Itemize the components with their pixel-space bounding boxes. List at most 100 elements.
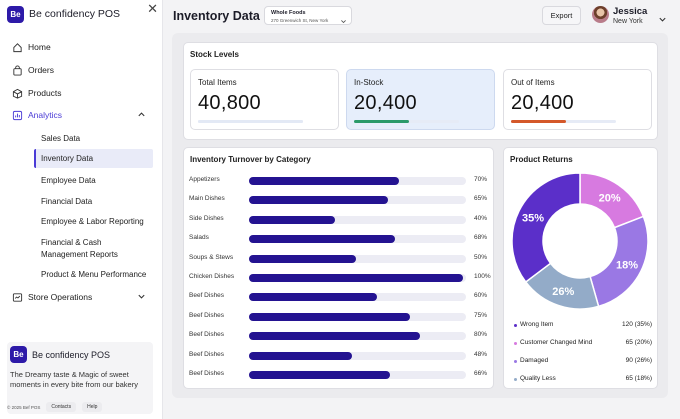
turnover-bar[interactable] — [249, 215, 335, 224]
turnover-bar-pct: 40% — [474, 214, 488, 222]
user-name: Jessica — [613, 6, 648, 17]
legend-item: Damaged 90 (26%) — [514, 357, 652, 367]
turnover-bar[interactable] — [249, 371, 391, 379]
sidebar-item-analytics[interactable]: Analytics — [12, 107, 152, 123]
promo-card: Be Be confidency POS The Dreamy taste & … — [7, 342, 153, 414]
stat-progress-fill — [198, 120, 303, 123]
donut-slice-label: 18% — [616, 259, 638, 271]
turnover-row-label: Side Dishes — [189, 214, 224, 222]
analytics-icon — [12, 110, 23, 121]
promo-text: The Dreamy taste & Magic of sweet moment… — [10, 370, 156, 390]
avatar[interactable] — [592, 6, 609, 23]
turnover-bar-track — [249, 254, 466, 263]
sidebar-subitem-inventory-data[interactable]: Inventory Data — [34, 149, 153, 168]
sidebar-subitem-financial-data[interactable]: Financial Data — [41, 196, 93, 206]
store-select[interactable]: Whole Foods 270 Greenwich St, New York — [264, 6, 352, 25]
turnover-bar-track — [249, 312, 466, 321]
promo-line-2: moments in every bite from our bakery — [10, 380, 138, 389]
contacts-link[interactable]: Contacts — [46, 402, 77, 412]
box-icon — [12, 88, 23, 99]
turnover-bar[interactable] — [249, 254, 356, 263]
sidebar-item-store-operations[interactable]: Store Operations — [12, 289, 152, 305]
turnover-bar-track — [249, 177, 466, 185]
legend-value: 65 (18%) — [625, 375, 652, 382]
turnover-bar-track — [249, 215, 466, 224]
store-name: Whole Foods — [271, 10, 306, 16]
legend-value: 90 (26%) — [625, 357, 652, 364]
donut-slice-label: 20% — [599, 193, 621, 205]
legend-name: Damaged — [520, 357, 549, 364]
turnover-bar[interactable] — [249, 293, 378, 302]
close-sidebar-icon[interactable]: ✕ — [147, 1, 158, 16]
product-returns-title: Product Returns — [510, 155, 573, 164]
sidebar-item-home[interactable]: Home — [12, 39, 152, 55]
chevron-down-icon — [340, 12, 347, 30]
export-button[interactable]: Export — [542, 6, 581, 25]
turnover-bar-pct: 66% — [474, 370, 488, 377]
page-title: Inventory Data — [173, 9, 260, 23]
turnover-bar[interactable] — [249, 177, 399, 185]
chevron-down-icon[interactable] — [137, 292, 146, 303]
sidebar-item-orders[interactable]: Orders — [12, 62, 152, 78]
stat-label: Out of Items — [511, 78, 555, 87]
turnover-bar-track — [249, 371, 466, 379]
turnover-bar-pct: 48% — [474, 350, 488, 358]
stat-progress-track — [354, 120, 459, 123]
stock-levels-title: Stock Levels — [190, 50, 239, 59]
turnover-bar-track — [249, 235, 466, 244]
turnover-row-label: Main Dishes — [189, 195, 225, 203]
turnover-bar-track — [249, 351, 466, 360]
legend-item: Wrong Item 120 (35%) — [514, 321, 652, 331]
stat-out-of-items: Out of Items 20,400 — [503, 69, 652, 130]
sidebar-subitem-product-menu[interactable]: Product & Menu Performance — [41, 269, 147, 279]
sidebar: Be Be confidency POS ✕ Home Orders Produ… — [0, 0, 163, 419]
turnover-row-label: Appetizers — [189, 176, 220, 183]
turnover-bar-track — [249, 274, 466, 282]
stat-value: 20,400 — [511, 92, 574, 114]
turnover-bar[interactable] — [249, 351, 352, 360]
stat-total-items: Total Items 40,800 — [190, 69, 339, 130]
turnover-bar[interactable] — [249, 235, 395, 244]
stat-label: In-Stock — [354, 78, 384, 87]
turnover-bar[interactable] — [249, 332, 421, 341]
turnover-bar-pct: 100% — [474, 273, 491, 280]
user-menu-chevron-icon[interactable] — [658, 11, 667, 29]
sidebar-item-products[interactable]: Products — [12, 85, 152, 101]
sidebar-subitem-employee-labor[interactable]: Employee & Labor Reporting — [41, 216, 144, 226]
legend-value: 120 (35%) — [622, 321, 652, 328]
sidebar-subitem-employee-data[interactable]: Employee Data — [41, 175, 96, 185]
turnover-bar-pct: 80% — [474, 331, 488, 339]
legend-dot — [514, 378, 517, 381]
sidebar-subitem-financial-cash[interactable]: Financial & Cash — [41, 237, 102, 247]
stat-progress-fill — [511, 120, 566, 123]
sidebar-item-label: Home — [28, 42, 51, 52]
turnover-row-label: Chicken Dishes — [189, 273, 235, 280]
turnover-bar[interactable] — [249, 274, 463, 282]
donut-slice[interactable] — [511, 172, 581, 284]
turnover-bar-pct: 60% — [474, 292, 488, 300]
brand: Be Be confidency POS — [7, 4, 157, 24]
sidebar-subitem-management-reports[interactable]: Management Reports — [41, 249, 118, 259]
promo-title: Be confidency POS — [32, 350, 111, 360]
promo-logo: Be — [10, 346, 27, 363]
chevron-up-icon[interactable] — [137, 110, 146, 121]
stat-value: 40,800 — [198, 92, 261, 114]
sidebar-subitem-sales-data[interactable]: Sales Data — [41, 133, 81, 143]
turnover-row-label: Beef Dishes — [189, 292, 225, 300]
stat-in-stock: In-Stock 20,400 — [346, 69, 495, 130]
legend-value: 65 (20%) — [625, 339, 652, 346]
bag-icon — [12, 64, 23, 76]
turnover-bar[interactable] — [249, 312, 410, 321]
turnover-row-label: Beef Dishes — [189, 350, 225, 358]
legend-name: Wrong Item — [520, 321, 554, 328]
turnover-row-label: Soups & Stews — [189, 253, 234, 261]
home-icon — [12, 42, 23, 53]
legend-name: Customer Changed Mind — [520, 339, 593, 346]
turnover-row-label: Beef Dishes — [189, 311, 225, 319]
sidebar-item-label: Analytics — [28, 110, 63, 120]
turnover-bar-track — [249, 196, 466, 205]
turnover-bar[interactable] — [249, 196, 389, 205]
help-link[interactable]: Help — [82, 402, 103, 412]
stat-progress-track — [198, 120, 303, 123]
legend-item: Quality Less 65 (18%) — [514, 375, 652, 385]
